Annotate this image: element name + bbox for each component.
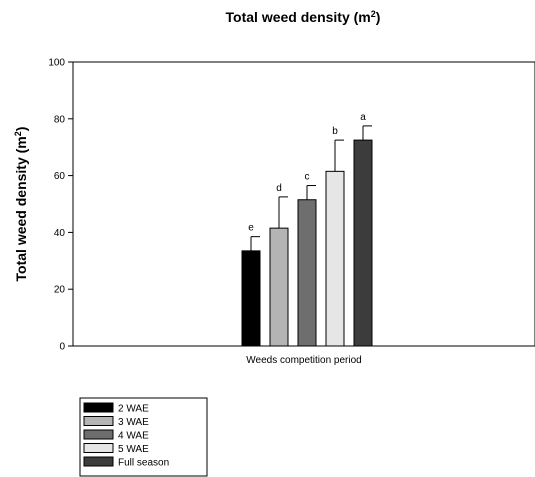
chart-title: Total weed density (m2) [226, 9, 381, 25]
bar [325, 170, 345, 347]
significance-letter: a [360, 112, 366, 123]
legend: 2 WAE 3 WAE 4 WAE 5 WAE Full season [79, 397, 208, 477]
bar [353, 139, 373, 347]
bar [297, 199, 317, 347]
legend-swatch [83, 429, 114, 440]
bar-group: e d c b a [241, 112, 373, 347]
y-tick-label: 20 [54, 285, 66, 296]
legend-swatch [83, 416, 114, 426]
legend-label: Full season [118, 458, 169, 469]
bar [269, 227, 289, 347]
significance-letter: e [248, 223, 254, 234]
legend-swatch [83, 456, 114, 467]
y-tick-label: 60 [54, 171, 66, 182]
y-tick-label: 80 [54, 114, 66, 125]
legend-label: 2 WAE [118, 404, 149, 415]
legend-swatch [83, 402, 114, 413]
y-tick-label: 40 [54, 228, 66, 239]
significance-letter: d [276, 183, 282, 194]
x-axis-label: Weeds competition period [246, 355, 361, 366]
legend-label: 4 WAE [118, 431, 149, 442]
y-tick-label: 0 [59, 342, 65, 353]
y-axis-ticks: 0 20 40 60 80 100 [48, 58, 73, 353]
significance-letter: c [305, 172, 310, 183]
significance-letter: b [332, 126, 338, 137]
legend-label: 3 WAE [118, 417, 149, 428]
bar [241, 250, 261, 347]
y-tick-label: 100 [48, 58, 65, 69]
legend-label: 5 WAE [118, 444, 149, 455]
legend-swatch [83, 443, 114, 453]
y-axis-label: Total weed density (m2) [13, 127, 29, 282]
